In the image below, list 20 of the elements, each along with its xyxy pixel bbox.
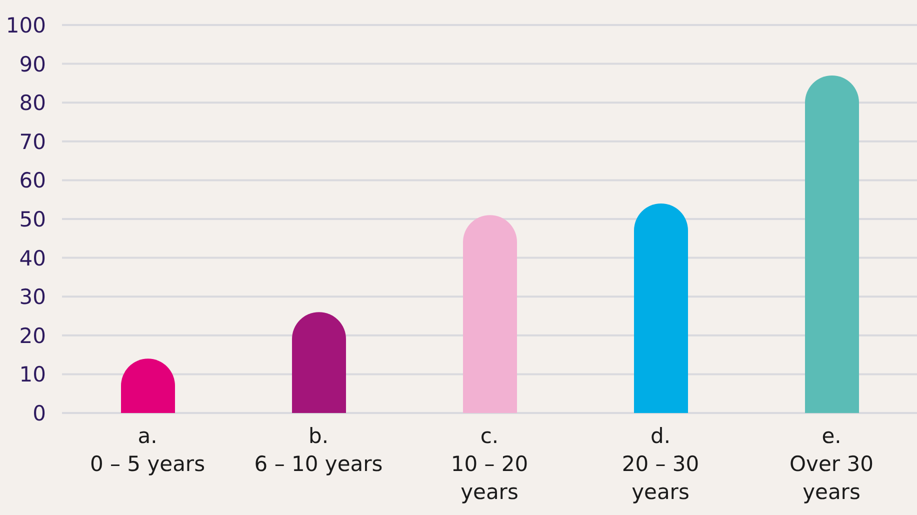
y-tick-label: 60 [19, 168, 46, 193]
y-tick-label: 100 [6, 13, 46, 38]
bar [634, 203, 688, 413]
y-tick-label: 90 [19, 52, 46, 76]
bar [292, 312, 346, 413]
x-tick-label: c. 10 – 20 years [450, 424, 528, 504]
y-tick-label: 80 [19, 91, 46, 116]
x-tick-label: b. 6 – 10 years [254, 424, 383, 476]
y-tick-label: 70 [19, 130, 46, 154]
x-tick-label: a. 0 – 5 years [90, 424, 206, 476]
y-tick-label: 50 [19, 207, 46, 232]
bar [805, 75, 859, 413]
bar [463, 215, 517, 413]
x-tick-label: e. Over 30 years [790, 424, 874, 504]
y-tick-label: 20 [19, 324, 46, 348]
y-tick-label: 0 [32, 401, 46, 426]
x-tick-label: d. 20 – 30 years [622, 424, 700, 504]
y-tick-label: 40 [19, 246, 46, 270]
y-tick-label: 10 [19, 362, 46, 387]
y-tick-label: 30 [19, 285, 46, 310]
